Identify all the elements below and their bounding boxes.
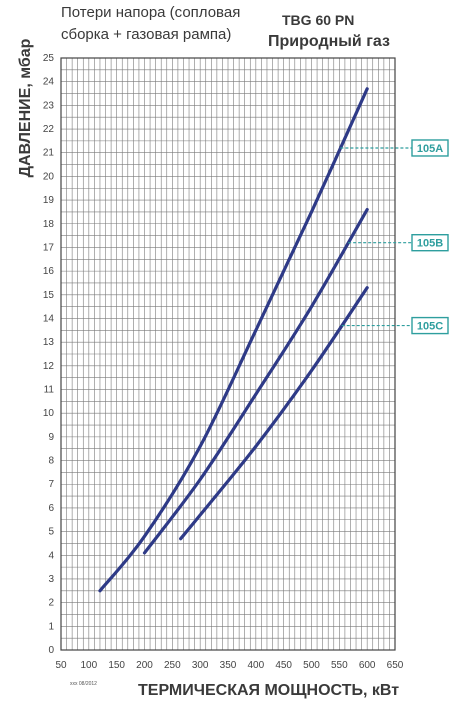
series-label-box-105a	[411, 139, 449, 157]
y-tick-label: 12	[43, 361, 55, 372]
x-tick-label: 250	[164, 660, 181, 671]
x-tick-label: 550	[331, 660, 348, 671]
series-line-105a	[98, 87, 369, 593]
x-tick-label: 100	[80, 660, 97, 671]
series-label-box-105c	[411, 316, 449, 335]
chart-subtitle-line-1: Потери напора (сопловая	[61, 4, 241, 21]
y-tick-label: 21	[43, 148, 55, 159]
footnote: xxx 08/2012	[70, 681, 97, 687]
y-tick-label: 2	[48, 598, 54, 609]
y-tick-label: 5	[48, 527, 54, 538]
series-label-105c: 105C	[417, 321, 443, 333]
x-tick-label: 600	[359, 660, 376, 671]
series-line-105b	[142, 207, 369, 555]
series-line-105c	[179, 286, 369, 541]
x-tick-label: 500	[303, 660, 320, 671]
x-tick-label: 50	[55, 660, 67, 671]
fuel-label: Природный газ	[268, 33, 390, 50]
y-tick-label: 4	[48, 550, 54, 561]
y-tick-label: 11	[44, 385, 55, 396]
x-tick-label: 350	[220, 660, 237, 671]
y-tick-label: 6	[48, 503, 54, 514]
y-tick-label: 25	[43, 53, 55, 64]
y-tick-label: 15	[43, 290, 55, 301]
x-tick-label: 150	[108, 660, 125, 671]
y-tick-label: 16	[43, 266, 55, 277]
y-tick-label: 0	[48, 645, 54, 656]
x-axis-label: ТЕРМИЧЕСКАЯ МОЩНОСТЬ, кВт	[138, 682, 400, 699]
series-label-box-105b	[411, 234, 449, 252]
y-tick-label: 9	[48, 432, 54, 443]
y-tick-label: 20	[43, 171, 55, 182]
x-tick-label: 300	[192, 660, 209, 671]
y-tick-label: 23	[43, 100, 55, 111]
y-tick-label: 1	[48, 621, 54, 632]
y-tick-label: 19	[43, 195, 55, 206]
series-label-105a: 105A	[417, 143, 443, 155]
y-tick-label: 3	[48, 574, 54, 585]
x-tick-label: 450	[275, 660, 292, 671]
y-tick-label: 17	[43, 242, 55, 253]
y-tick-label: 13	[43, 337, 55, 348]
series-label-105b: 105B	[417, 238, 443, 250]
y-tick-label: 7	[48, 479, 54, 490]
chart-subtitle-line-2: сборка + газовая рампа)	[61, 26, 232, 43]
x-tick-label: 400	[247, 660, 264, 671]
y-tick-label: 22	[43, 124, 55, 135]
x-tick-label: 650	[387, 660, 404, 671]
y-tick-label: 24	[43, 77, 55, 88]
y-tick-label: 10	[43, 408, 55, 419]
model-label: TBG 60 PN	[282, 12, 355, 28]
x-tick-label: 200	[136, 660, 153, 671]
plot-frame	[60, 57, 396, 651]
y-tick-label: 18	[43, 219, 55, 230]
y-tick-label: 8	[48, 456, 54, 467]
y-tick-label: 14	[43, 313, 55, 324]
